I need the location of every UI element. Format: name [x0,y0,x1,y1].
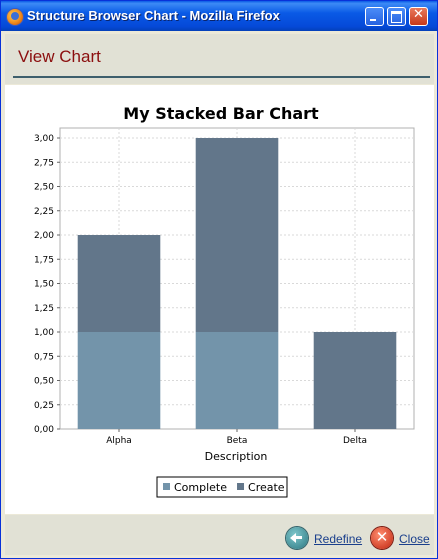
y-tick-label: 2,25 [34,207,54,217]
y-axis: 0,00 0,25 0,50 0,75 1,00 1,25 1,50 1,75 2,00 2,25… [34,134,60,435]
y-tick-label: 0,25 [34,401,54,411]
page-header: View Chart [5,34,434,84]
y-tick-label: 3,00 [34,134,54,144]
title-bar[interactable]: Structure Browser Chart - Mozilla Firefo… [1,1,437,31]
x-tick-label: Alpha [106,436,132,446]
window-close-button[interactable]: ✕ [409,7,428,26]
y-tick-label: 2,50 [34,183,54,193]
x-axis-label: Description [205,450,268,463]
close-icon: ✕ [413,7,424,22]
header-divider [13,76,430,78]
page-title: View Chart [18,47,101,66]
chart-title: My Stacked Bar Chart [123,104,319,123]
bar-create-delta [313,332,397,429]
y-tick-label: 1,25 [34,304,54,314]
chart-bars [77,138,397,429]
redefine-link[interactable]: Redefine [314,532,363,546]
y-tick-label: 0,75 [34,352,54,362]
minimize-button[interactable] [365,7,384,26]
y-tick-label: 1,00 [34,328,54,338]
legend-swatch [163,483,170,490]
firefox-icon [6,8,24,26]
bar-complete-beta [195,332,279,429]
bar-create-alpha [77,235,161,332]
y-tick-label: 1,75 [34,255,54,265]
close-link[interactable]: Close [399,532,430,546]
x-tick-label: Delta [343,436,367,446]
y-tick-label: 0,50 [34,377,54,387]
legend-box [156,476,288,498]
page-footer: Redefine ✕ Close [5,515,434,555]
legend-label: Create [248,481,285,494]
back-arrow-icon[interactable] [286,527,308,549]
y-tick-label: 2,75 [34,158,54,168]
bar-create-beta [195,138,279,332]
bar-complete-alpha [77,332,161,429]
stacked-bar-chart: My Stacked Bar Chart 0,00 0,25 0,50 0,75 1,0… [34,104,415,498]
legend-swatch [237,483,245,490]
y-tick-label: 1,50 [34,280,54,290]
close-x-icon[interactable]: ✕ [371,527,393,549]
y-tick-label: 0,00 [34,425,54,435]
chart-panel: My Stacked Bar Chart 0,00 0,25 0,50 0,75 1,0… [5,85,434,514]
chart-legend: Complete Create [156,476,288,498]
x-axis: Alpha Beta Delta [106,429,367,446]
maximize-button[interactable] [387,7,406,26]
window-title: Structure Browser Chart - Mozilla Firefo… [27,8,280,23]
y-tick-label: 2,00 [34,231,54,241]
legend-label: Complete [174,481,227,494]
x-tick-label: Beta [227,436,248,446]
